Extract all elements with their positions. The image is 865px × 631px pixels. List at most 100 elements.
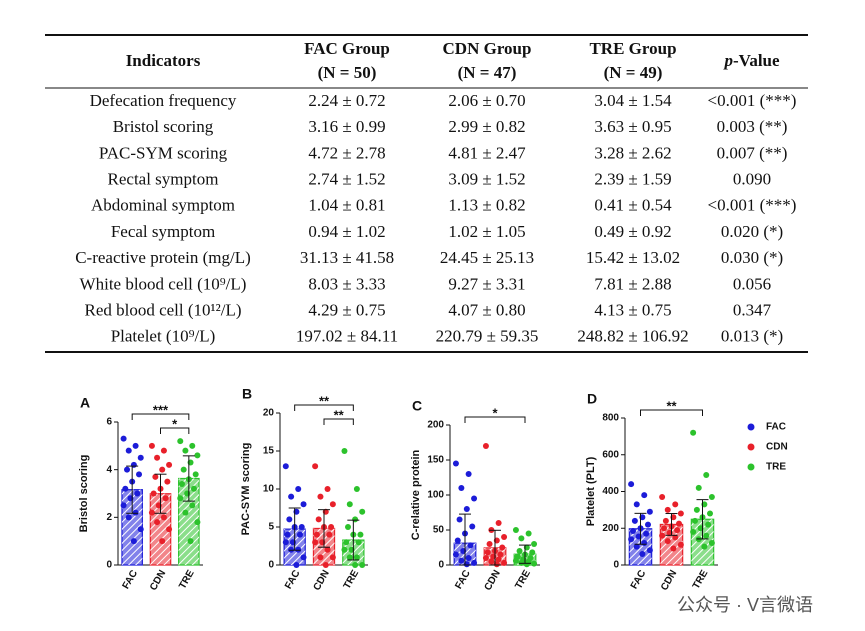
y-tick-label: 100 bbox=[427, 490, 444, 501]
data-point bbox=[471, 495, 478, 502]
table-cell: 4.29 ± 0.75 bbox=[308, 301, 385, 320]
column-header: CDN Group bbox=[443, 39, 532, 58]
table-cell: 3.63 ± 0.95 bbox=[594, 117, 671, 136]
data-point bbox=[525, 530, 532, 537]
table-cell: 0.013 (*) bbox=[721, 327, 783, 346]
data-point bbox=[189, 502, 196, 509]
bar-hatch bbox=[150, 493, 171, 565]
data-point bbox=[284, 531, 291, 538]
data-point bbox=[633, 501, 640, 508]
row-label: Red blood cell (10¹²/L) bbox=[84, 301, 241, 320]
data-point bbox=[703, 532, 710, 539]
legend-label: CDN bbox=[766, 442, 788, 453]
column-header: FAC Group bbox=[304, 39, 390, 58]
significance-bracket bbox=[464, 416, 526, 423]
table-cell: 3.09 ± 1.52 bbox=[448, 170, 525, 189]
significance-label: ** bbox=[319, 393, 330, 408]
data-point bbox=[458, 557, 465, 564]
data-point bbox=[628, 536, 635, 543]
table-cell: 0.41 ± 0.54 bbox=[594, 196, 672, 215]
data-point bbox=[164, 478, 171, 485]
row-label: Fecal symptom bbox=[111, 222, 215, 241]
panel-label: D bbox=[587, 391, 597, 407]
data-point bbox=[471, 559, 478, 566]
significance-bracket bbox=[323, 418, 354, 425]
data-point bbox=[125, 514, 132, 521]
table-cell: 0.94 ± 1.02 bbox=[308, 222, 385, 241]
column-header: (N = 49) bbox=[604, 63, 663, 82]
x-tick-label: TRE bbox=[513, 568, 533, 591]
data-point bbox=[329, 554, 336, 561]
table-cell: 1.13 ± 0.82 bbox=[448, 196, 525, 215]
table-cell: <0.001 (***) bbox=[708, 196, 797, 215]
data-point bbox=[708, 539, 715, 546]
table-cell: 2.06 ± 0.70 bbox=[448, 91, 525, 110]
column-header: Indicators bbox=[126, 51, 201, 70]
data-point bbox=[296, 531, 303, 538]
data-point bbox=[677, 541, 684, 548]
y-tick-label: 400 bbox=[602, 486, 619, 497]
table-cell: 9.27 ± 3.31 bbox=[448, 274, 525, 293]
y-axis-label: PAC-SYM scoring bbox=[240, 443, 252, 536]
data-point bbox=[295, 486, 302, 492]
data-point bbox=[499, 544, 506, 551]
table-cell: 1.04 ± 0.81 bbox=[308, 196, 385, 215]
data-point bbox=[639, 550, 646, 557]
table-cell: 197.02 ± 84.11 bbox=[296, 327, 398, 346]
data-point bbox=[452, 460, 459, 467]
row-label: Rectal symptom bbox=[108, 170, 219, 189]
data-point bbox=[300, 554, 307, 561]
data-point bbox=[194, 519, 201, 526]
data-point bbox=[633, 543, 640, 550]
bar-hatch bbox=[629, 528, 652, 565]
data-point bbox=[677, 510, 684, 517]
x-tick-label: TRE bbox=[691, 568, 711, 591]
legend-label: TRE bbox=[766, 462, 786, 473]
x-tick-label: FAC bbox=[121, 568, 141, 591]
data-point bbox=[353, 486, 360, 492]
data-point bbox=[136, 471, 143, 478]
table-cell: 2.39 ± 1.59 bbox=[594, 170, 671, 189]
row-label: PAC-SYM scoring bbox=[99, 143, 228, 162]
data-point bbox=[463, 506, 470, 512]
y-tick-label: 0 bbox=[106, 560, 112, 571]
table-cell: 3.04 ± 1.54 bbox=[594, 91, 672, 110]
data-point bbox=[693, 506, 700, 513]
column-header: (N = 50) bbox=[318, 63, 377, 82]
data-point bbox=[312, 539, 319, 546]
data-point bbox=[315, 516, 322, 523]
table-cell: 31.13 ± 41.58 bbox=[300, 248, 394, 267]
data-point bbox=[646, 547, 653, 554]
data-point bbox=[148, 509, 155, 516]
table-cell: 7.81 ± 2.88 bbox=[594, 274, 671, 293]
data-point bbox=[159, 538, 166, 545]
data-point bbox=[159, 466, 166, 473]
data-point bbox=[664, 506, 671, 513]
row-label: Defecation frequency bbox=[90, 91, 237, 110]
data-point bbox=[659, 494, 666, 501]
data-point bbox=[134, 490, 141, 497]
data-point bbox=[137, 526, 144, 533]
data-point bbox=[346, 554, 353, 561]
bar-hatch bbox=[121, 489, 143, 565]
data-point bbox=[154, 454, 161, 461]
data-point bbox=[120, 502, 127, 509]
data-point bbox=[300, 501, 307, 508]
x-tick-label: TRE bbox=[342, 568, 362, 591]
data-point bbox=[630, 528, 637, 535]
data-point bbox=[341, 448, 348, 454]
table-cell: 0.347 bbox=[733, 301, 772, 320]
column-header-italic: p bbox=[722, 51, 733, 70]
table-cell: 3.28 ± 2.62 bbox=[594, 143, 671, 162]
y-axis-label: C-relative protein bbox=[410, 449, 422, 540]
data-point bbox=[705, 521, 712, 528]
data-point bbox=[465, 555, 472, 561]
data-point bbox=[288, 493, 295, 500]
data-point bbox=[495, 556, 502, 563]
data-point bbox=[659, 532, 666, 539]
data-point bbox=[501, 534, 508, 540]
y-tick-label: 0 bbox=[268, 560, 274, 571]
data-point bbox=[646, 508, 653, 515]
table-cell: 4.13 ± 0.75 bbox=[594, 301, 671, 320]
data-point bbox=[695, 484, 702, 491]
